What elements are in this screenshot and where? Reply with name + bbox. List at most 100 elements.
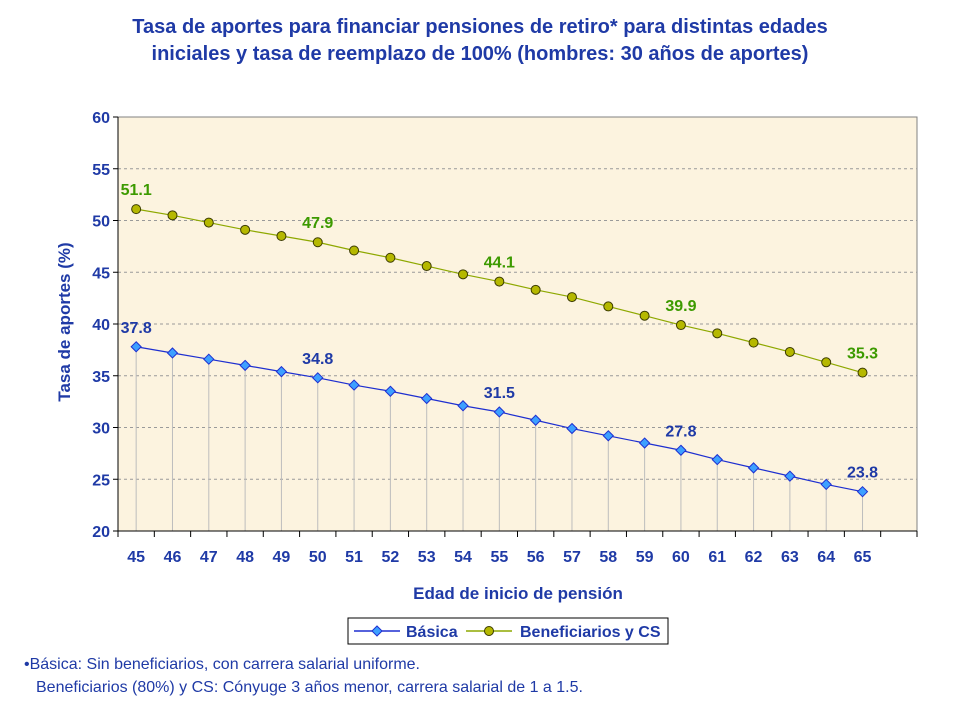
point-beneficiarios-55 bbox=[494, 276, 505, 287]
y-tick-label-60: 60 bbox=[92, 110, 110, 127]
point-basica-60 bbox=[675, 444, 687, 456]
point-basica-59 bbox=[638, 437, 651, 449]
point-beneficiarios-53 bbox=[421, 261, 432, 272]
legend-marker-beneficiarios bbox=[484, 626, 494, 636]
point-beneficiarios-63 bbox=[784, 346, 795, 357]
chart-title-line-2: iniciales y tasa de reemplazo de 100% (h… bbox=[151, 43, 809, 65]
axes: 20 25 30 35 40 45 50 55 60 45 46 47 48 49 50 51 52 53 54 55… bbox=[92, 110, 918, 566]
x-tick-label-47: 47 bbox=[200, 549, 218, 566]
data-label-beneficiarios-45: 51.1 bbox=[121, 182, 152, 199]
data-labels: 37.8 34.8 31.5 27.8 23.8 51.1 47.9 44.1 39.9 35.3 bbox=[121, 182, 879, 482]
footnotes: •Básica: Sin beneficiarios, con carrera … bbox=[24, 653, 944, 699]
point-beneficiarios-57 bbox=[566, 292, 577, 303]
point-beneficiarios-54 bbox=[458, 269, 469, 280]
x-tick-label-63: 63 bbox=[781, 549, 799, 566]
footnote-beneficiarios: Beneficiarios (80%) y CS: Cónyuge 3 años… bbox=[36, 679, 583, 696]
point-basica-53 bbox=[420, 392, 433, 405]
point-basica-64 bbox=[820, 478, 832, 491]
point-beneficiarios-48 bbox=[240, 224, 251, 235]
x-tick-label-56: 56 bbox=[527, 549, 545, 566]
point-basica-47 bbox=[203, 353, 215, 365]
point-beneficiarios-51 bbox=[349, 245, 360, 256]
point-beneficiarios-58 bbox=[603, 301, 614, 312]
point-basica-63 bbox=[784, 470, 796, 482]
legend-label-beneficiarios: Beneficiarios y CS bbox=[520, 624, 661, 641]
x-tick-label-53: 53 bbox=[418, 549, 436, 566]
point-basica-58 bbox=[602, 430, 615, 442]
data-label-beneficiarios-60: 39.9 bbox=[665, 298, 696, 315]
point-basica-51 bbox=[348, 379, 360, 391]
point-basica-56 bbox=[529, 414, 542, 426]
y-tick-label-20: 20 bbox=[92, 524, 110, 541]
x-tick-label-49: 49 bbox=[273, 549, 291, 566]
point-basica-52 bbox=[384, 385, 397, 397]
data-label-beneficiarios-65: 35.3 bbox=[847, 346, 878, 363]
x-tick-label-65: 65 bbox=[854, 549, 872, 566]
y-tick-label-55: 55 bbox=[92, 162, 110, 179]
data-label-basica-60: 27.8 bbox=[665, 423, 696, 440]
x-tick-label-45: 45 bbox=[127, 549, 145, 566]
data-label-basica-50: 34.8 bbox=[302, 351, 333, 368]
point-beneficiarios-52 bbox=[385, 252, 396, 263]
y-tick-label-45: 45 bbox=[92, 265, 110, 282]
point-beneficiarios-65 bbox=[857, 367, 868, 378]
y-tick-label-30: 30 bbox=[92, 421, 110, 438]
point-beneficiarios-45 bbox=[131, 204, 142, 215]
series-beneficiarios bbox=[131, 204, 868, 378]
data-label-beneficiarios-55: 44.1 bbox=[484, 255, 515, 272]
point-beneficiarios-47 bbox=[203, 217, 214, 228]
x-tick-label-52: 52 bbox=[381, 549, 399, 566]
y-tick-label-40: 40 bbox=[92, 317, 110, 334]
x-tick-label-60: 60 bbox=[672, 549, 690, 566]
y-tick-label-35: 35 bbox=[92, 369, 110, 386]
plot-area bbox=[117, 116, 918, 532]
point-beneficiarios-46 bbox=[167, 210, 178, 221]
x-axis-title: Edad de inicio de pensión bbox=[413, 584, 623, 603]
point-basica-65 bbox=[856, 485, 869, 498]
data-label-basica-55: 31.5 bbox=[484, 385, 515, 402]
y-tick-label-25: 25 bbox=[92, 472, 110, 489]
point-basica-54 bbox=[457, 400, 469, 412]
point-basica-46 bbox=[166, 347, 179, 359]
x-tick-label-57: 57 bbox=[563, 549, 581, 566]
point-beneficiarios-49 bbox=[276, 231, 287, 242]
y-tick-label-50: 50 bbox=[92, 214, 110, 231]
point-beneficiarios-61 bbox=[712, 328, 723, 339]
point-basica-48 bbox=[239, 359, 251, 372]
point-basica-49 bbox=[275, 365, 288, 378]
point-beneficiarios-56 bbox=[530, 284, 541, 295]
data-label-basica-45: 37.8 bbox=[121, 320, 152, 337]
x-tick-label-50: 50 bbox=[309, 549, 327, 566]
point-basica-45 bbox=[130, 341, 142, 353]
x-tick-label-54: 54 bbox=[454, 549, 472, 566]
point-beneficiarios-59 bbox=[639, 310, 650, 321]
point-basica-55 bbox=[493, 406, 506, 418]
legend-label-basica: Básica bbox=[406, 624, 458, 641]
series-layer bbox=[130, 204, 869, 498]
x-tick-label-59: 59 bbox=[636, 549, 654, 566]
chart-title-line-1: Tasa de aportes para financiar pensiones… bbox=[132, 16, 828, 38]
x-tick-label-51: 51 bbox=[345, 549, 363, 566]
x-tick-label-55: 55 bbox=[490, 549, 508, 566]
x-tick-label-61: 61 bbox=[708, 549, 726, 566]
legend-marker-basica bbox=[371, 625, 383, 637]
point-beneficiarios-64 bbox=[821, 357, 832, 368]
x-tick-label-62: 62 bbox=[745, 549, 763, 566]
data-label-basica-65: 23.8 bbox=[847, 465, 878, 482]
x-tick-label-58: 58 bbox=[599, 549, 617, 566]
series-basica bbox=[130, 341, 869, 498]
data-label-beneficiarios-50: 47.9 bbox=[302, 215, 333, 232]
point-basica-50 bbox=[312, 372, 324, 384]
x-tick-label-46: 46 bbox=[164, 549, 182, 566]
point-beneficiarios-60 bbox=[675, 320, 686, 331]
y-axis-title: Tasa de aportes (%) bbox=[55, 242, 74, 401]
point-basica-57 bbox=[566, 422, 578, 435]
point-beneficiarios-50 bbox=[312, 237, 323, 248]
legend: Básica Beneficiarios y CS bbox=[347, 617, 669, 645]
point-beneficiarios-62 bbox=[748, 337, 759, 348]
footnote-basica: •Básica: Sin beneficiarios, con carrera … bbox=[24, 656, 420, 673]
chart-title: Tasa de aportes para financiar pensiones… bbox=[20, 14, 940, 68]
x-tick-label-48: 48 bbox=[236, 549, 254, 566]
point-basica-61 bbox=[711, 453, 723, 466]
